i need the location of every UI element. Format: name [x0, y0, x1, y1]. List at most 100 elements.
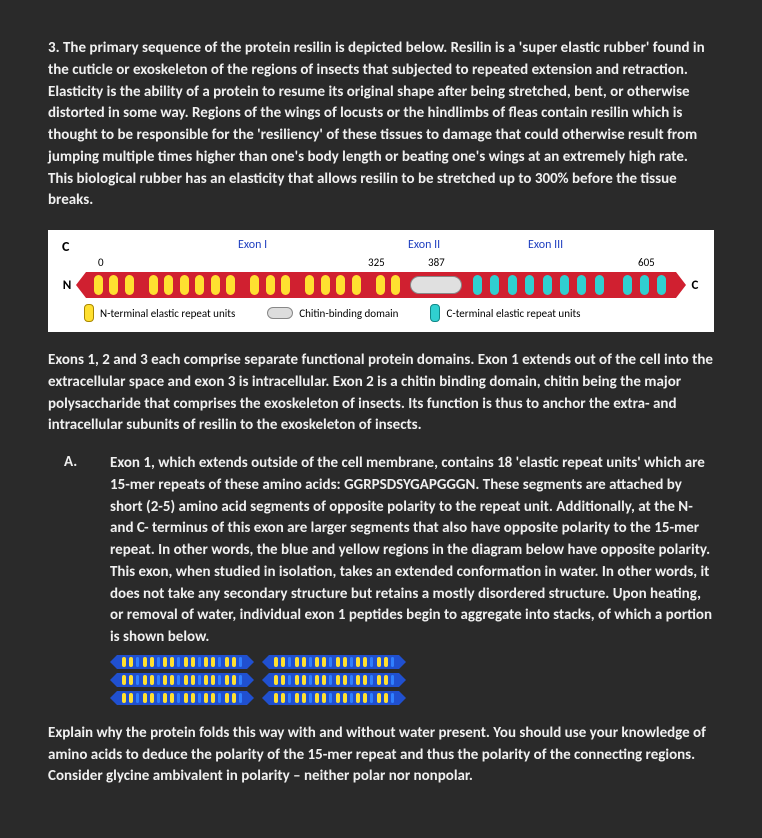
yellow-unit — [384, 693, 388, 703]
segment-gap — [241, 272, 245, 298]
yellow-unit — [274, 675, 278, 685]
yellow-unit — [232, 675, 236, 685]
yellow-unit — [336, 675, 340, 685]
blue-unit — [350, 657, 353, 667]
blue-unit — [309, 693, 312, 703]
stack-segment — [262, 655, 406, 669]
yellow-unit — [356, 693, 360, 703]
blue-unit — [329, 693, 332, 703]
yellow-unit — [184, 693, 188, 703]
blue-unit — [157, 675, 160, 685]
blue-unit — [288, 693, 291, 703]
yellow-unit — [225, 675, 229, 685]
yellow-unit — [150, 657, 154, 667]
blue-unit — [218, 657, 221, 667]
yellow-unit — [122, 657, 126, 667]
yellow-unit — [170, 693, 174, 703]
yellow-unit — [129, 675, 133, 685]
blue-unit — [239, 657, 242, 667]
cyan-repeat-unit — [490, 275, 499, 295]
intro-paragraph: 3. The primary sequence of the protein r… — [48, 38, 714, 212]
yellow-unit — [143, 675, 147, 685]
exon2-label: Exon II — [408, 238, 440, 252]
yellow-unit — [184, 657, 188, 667]
yellow-unit — [274, 693, 278, 703]
yellow-unit — [322, 693, 326, 703]
yellow-unit — [302, 657, 306, 667]
yellow-unit — [163, 693, 167, 703]
blue-unit — [288, 657, 291, 667]
yellow-repeat-unit — [281, 275, 290, 295]
n-terminus-label: N — [58, 278, 76, 293]
segment-body — [269, 673, 399, 687]
blue-unit — [370, 675, 373, 685]
yellow-unit-icon — [84, 304, 94, 322]
yellow-unit — [336, 693, 340, 703]
yellow-unit — [315, 657, 319, 667]
yellow-repeat-unit — [321, 275, 330, 295]
position-numbers: 0 325 387 605 — [58, 256, 704, 270]
yellow-unit — [295, 693, 299, 703]
cyan-repeat-unit — [577, 275, 586, 295]
blue-unit — [288, 675, 291, 685]
yellow-repeat-unit — [94, 275, 103, 295]
yellow-unit — [336, 657, 340, 667]
yellow-unit — [295, 675, 299, 685]
legend-cterm: C-terminal elastic repeat units — [446, 307, 580, 320]
yellow-unit — [356, 657, 360, 667]
blue-unit — [370, 657, 373, 667]
blue-unit — [239, 675, 242, 685]
yellow-unit — [232, 657, 236, 667]
exon3-segment — [464, 272, 676, 298]
bar-cap-left — [76, 272, 86, 298]
panel-label: C — [62, 238, 69, 255]
question-prompt: Explain why the protein folds this way w… — [48, 723, 714, 788]
chitin-legend-icon — [267, 307, 293, 319]
cyan-repeat-unit — [508, 275, 517, 295]
legend-nterm: N-terminal elastic repeat units — [100, 307, 235, 320]
exon1-segment — [86, 272, 408, 298]
yellow-repeat-unit — [336, 275, 345, 295]
segment-gap — [611, 272, 615, 298]
segment-gap — [139, 272, 143, 298]
yellow-unit — [129, 657, 133, 667]
yellow-repeat-unit — [250, 275, 259, 295]
yellow-unit — [363, 657, 367, 667]
stack-segment — [262, 673, 406, 687]
cap-right — [247, 691, 254, 705]
yellow-unit — [281, 657, 285, 667]
exon2-segment — [408, 272, 464, 298]
segment-body — [117, 673, 247, 687]
yellow-unit — [225, 693, 229, 703]
blue-unit — [391, 675, 394, 685]
mid-paragraph: Exons 1, 2 and 3 each comprise separate … — [48, 350, 714, 437]
segment-gap — [296, 272, 300, 298]
yellow-unit — [281, 675, 285, 685]
cap-left — [110, 691, 117, 705]
yellow-repeat-unit — [226, 275, 235, 295]
yellow-unit — [302, 693, 306, 703]
yellow-unit — [211, 693, 215, 703]
yellow-unit — [191, 675, 195, 685]
resilin-domain-diagram: C Exon I Exon II Exon III 0 325 387 605 … — [48, 230, 714, 332]
yellow-unit — [184, 675, 188, 685]
blue-unit — [391, 693, 394, 703]
document-page: 3. The primary sequence of the protein r… — [0, 0, 762, 828]
yellow-unit — [204, 675, 208, 685]
chitin-domain-icon — [410, 276, 462, 294]
blue-unit — [309, 675, 312, 685]
part-a: A. Exon 1, which extends outside of the … — [48, 453, 714, 649]
blue-unit — [157, 657, 160, 667]
exon1-label: Exon I — [238, 238, 267, 252]
yellow-unit — [377, 657, 381, 667]
blue-unit — [391, 657, 394, 667]
blue-unit — [329, 657, 332, 667]
blue-unit — [370, 693, 373, 703]
yellow-unit — [163, 675, 167, 685]
blue-unit — [350, 693, 353, 703]
yellow-unit — [150, 693, 154, 703]
cap-left — [110, 673, 117, 687]
cap-left — [262, 673, 269, 687]
blue-unit — [329, 675, 332, 685]
blue-unit — [136, 675, 139, 685]
